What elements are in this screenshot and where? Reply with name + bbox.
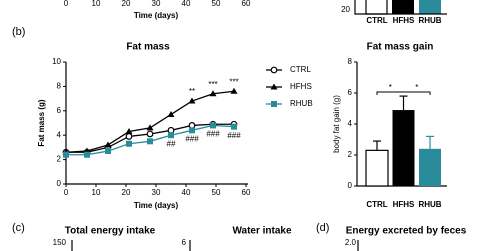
- marker: [231, 123, 237, 130]
- marker: [210, 122, 216, 129]
- x-tick-label: 10: [92, 188, 101, 197]
- y-tick-label: 2.0: [345, 238, 357, 247]
- legend-label: HFHS: [290, 82, 312, 91]
- y-tick-label: 150: [53, 238, 67, 247]
- clipped-bar: [419, 0, 441, 14]
- annotation: ##: [167, 139, 176, 148]
- y-axis-label: body fat gain (g): [332, 95, 341, 153]
- x-tick-label: 0: [64, 0, 69, 8]
- y-tick-label: 4: [57, 130, 62, 139]
- marker: [63, 151, 69, 158]
- marker: [125, 128, 133, 135]
- x-tick-label: 60: [242, 0, 251, 8]
- chart-title: Water intake: [232, 226, 292, 237]
- y-tick-label: 2: [348, 150, 353, 159]
- x-tick-label: 30: [152, 188, 161, 197]
- x-tick-label: HFHS: [393, 16, 415, 25]
- annotation: **: [189, 87, 195, 96]
- annotation: ###: [206, 130, 220, 139]
- x-tick-label: 0: [64, 188, 69, 197]
- x-tick-label: 20: [122, 188, 131, 197]
- x-tick-label: 20: [122, 0, 131, 8]
- y-tick-label: 0: [348, 181, 353, 190]
- marker: [270, 66, 278, 74]
- x-axis-label: Time (days): [134, 11, 179, 20]
- marker: [271, 101, 277, 107]
- x-tick-label: CTRL: [366, 200, 387, 209]
- marker: [270, 83, 278, 90]
- marker: [105, 148, 111, 155]
- clipped-bar: [365, 0, 388, 15]
- axis: [354, 0, 447, 15]
- chart-title: Total energy intake: [65, 226, 156, 237]
- x-tick-label: HFHS: [393, 200, 415, 209]
- x-tick-label: 30: [152, 0, 161, 8]
- x-tick-label: 40: [182, 188, 191, 197]
- marker: [189, 127, 195, 134]
- x-tick-label: 50: [212, 188, 221, 197]
- y-axis-label: Fat mass (g): [37, 99, 46, 146]
- annotation: ***: [208, 80, 217, 89]
- y-tick-label: 4: [348, 119, 353, 128]
- x-tick-label: 40: [182, 0, 191, 8]
- marker: [167, 110, 175, 117]
- x-tick-label: 50: [212, 0, 221, 8]
- marker: [104, 141, 112, 148]
- x-tick-label: RHUB: [418, 200, 441, 209]
- panel-label: (b): [12, 26, 25, 38]
- panel-label: (d): [316, 222, 329, 234]
- x-tick-label: CTRL: [366, 16, 387, 25]
- marker: [147, 138, 153, 145]
- bar: [365, 149, 389, 187]
- marker: [168, 132, 174, 139]
- x-tick-label: 10: [92, 0, 101, 8]
- bar: [392, 110, 415, 186]
- marker: [146, 124, 154, 131]
- y-tick-label: 8: [57, 82, 62, 91]
- y-tick-label: 6: [57, 106, 62, 115]
- annotation: ###: [227, 131, 241, 140]
- clipped-bar: [392, 0, 414, 14]
- annotation: ***: [229, 77, 238, 86]
- panel-label: (c): [12, 222, 25, 234]
- marker: [125, 133, 133, 140]
- marker: [188, 97, 196, 104]
- y-tick-label: 20: [341, 5, 350, 14]
- legend-label: RHUB: [290, 99, 313, 108]
- bar: [419, 148, 441, 186]
- marker: [126, 140, 132, 147]
- x-tick-label: RHUB: [418, 16, 441, 25]
- significance-bracket: [376, 91, 431, 95]
- marker: [84, 151, 90, 158]
- y-tick-label: 8: [348, 57, 353, 66]
- y-tick-label: 2: [57, 155, 62, 164]
- y-tick-label: 0: [57, 179, 62, 188]
- x-tick-label: 60: [242, 188, 251, 197]
- annotation: *: [415, 83, 418, 92]
- y-tick-label: 10: [52, 57, 61, 66]
- chart-title: Energy excreted by feces: [346, 226, 467, 237]
- chart-title: Fat mass gain: [367, 42, 434, 53]
- y-tick-label: 6: [182, 238, 187, 247]
- annotation: ###: [185, 134, 199, 143]
- marker: [230, 87, 238, 94]
- marker: [209, 90, 217, 97]
- marker: [146, 130, 154, 138]
- legend-label: CTRL: [290, 65, 311, 74]
- y-tick-label: 6: [348, 88, 353, 97]
- annotation: *: [389, 83, 392, 92]
- x-axis-label: Time (days): [134, 201, 179, 210]
- chart-title: Fat mass: [126, 42, 170, 53]
